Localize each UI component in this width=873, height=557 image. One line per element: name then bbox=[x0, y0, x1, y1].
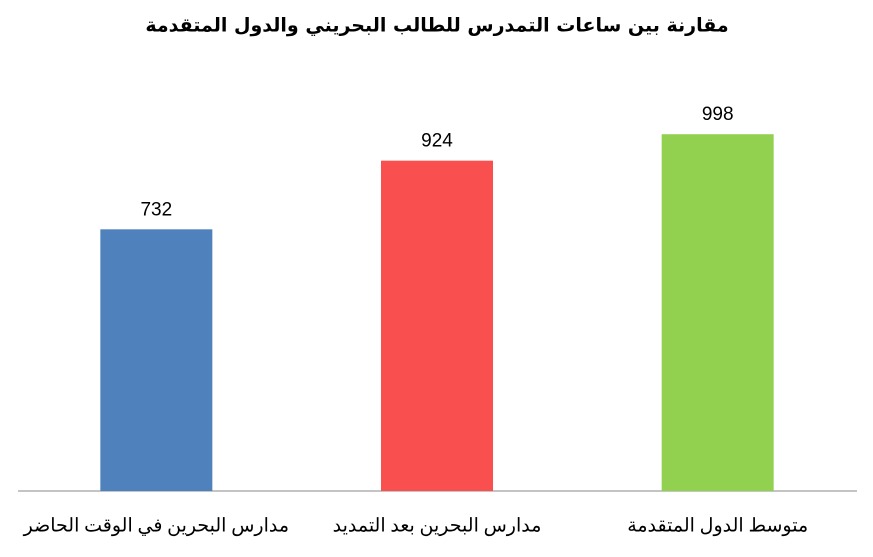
bar bbox=[381, 160, 493, 492]
data-label: 732 bbox=[140, 199, 172, 220]
data-label: 998 bbox=[702, 104, 734, 125]
x-tick-label: مدارس البحرين في الوقت الحاضر bbox=[23, 515, 289, 536]
chart-title: مقارنة بين ساعات التمدرس للطالب البحريني… bbox=[145, 15, 728, 37]
bar bbox=[100, 229, 213, 491]
data-label: 924 bbox=[421, 131, 453, 152]
x-tick-label: مدارس البحرين بعد التمديد bbox=[333, 515, 542, 536]
bar bbox=[661, 134, 774, 491]
x-tick-label: متوسط الدول المتقدمة bbox=[627, 515, 808, 536]
